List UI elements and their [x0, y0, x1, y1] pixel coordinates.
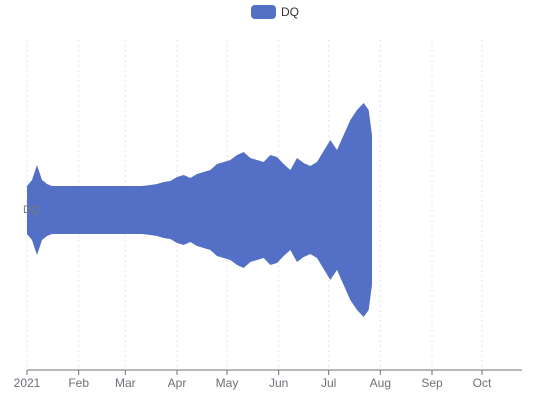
- x-tick-label: May: [216, 376, 239, 390]
- series-label: DQ: [23, 204, 40, 216]
- x-tick-label: Oct: [473, 376, 492, 390]
- x-tick-label: Jul: [321, 376, 336, 390]
- x-tick-label: Jun: [269, 376, 288, 390]
- river-band: [27, 103, 372, 317]
- legend-swatch[interactable]: [251, 5, 276, 19]
- x-tick-label: Aug: [370, 376, 391, 390]
- legend-label[interactable]: DQ: [281, 5, 299, 19]
- x-tick-label: 2021: [14, 376, 41, 390]
- x-tick-label: Sep: [421, 376, 443, 390]
- x-tick-label: Mar: [115, 376, 136, 390]
- x-tick-label: Apr: [168, 376, 187, 390]
- x-tick-label: Feb: [68, 376, 89, 390]
